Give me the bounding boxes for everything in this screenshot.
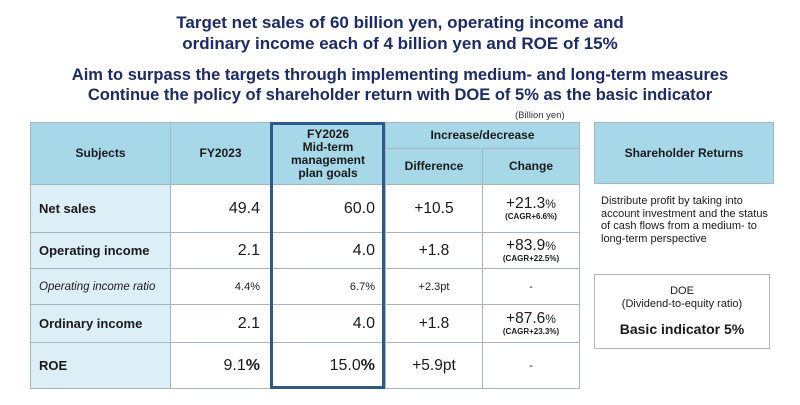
change-pct: % — [545, 311, 556, 326]
header-fy2026: FY2026 Mid-term management plan goals — [270, 122, 386, 185]
cell-difference: +5.9pt — [385, 342, 483, 389]
financial-targets-table: Subjects FY2023 FY2026 Mid-term manageme… — [30, 122, 580, 389]
change-cagr: (CAGR+6.6%) — [505, 211, 557, 221]
doe-title: DOE — [670, 285, 694, 297]
change-value: +83.9 — [506, 236, 546, 254]
cell-difference: +1.8 — [385, 304, 483, 343]
table-row: Operating income 2.1 4.0 +1.8 +83.9% (CA… — [30, 232, 580, 269]
row-subject: Operating income ratio — [30, 268, 171, 305]
cell-fy2026: 6.7% — [270, 268, 386, 305]
roe-fy2026-pct: % — [360, 356, 375, 374]
cell-change: +83.9% (CAGR+22.5%) — [482, 232, 580, 269]
row-subject: Operating income — [30, 232, 171, 269]
table-row: Operating income ratio 4.4% 6.7% +2.3pt … — [30, 268, 580, 305]
cell-fy2026: 4.0 — [270, 304, 386, 343]
header-change: Change — [482, 148, 580, 185]
header-increase-decrease: Increase/decrease — [385, 122, 580, 149]
headline-policy: Aim to surpass the targets through imple… — [0, 65, 800, 105]
headline-line-1: Target net sales of 60 billion yen, oper… — [176, 13, 624, 32]
doe-subtitle: (Dividend-to-equity ratio) — [621, 298, 743, 310]
change-cagr: (CAGR+22.5%) — [502, 253, 560, 263]
cell-change: +21.3% (CAGR+6.6%) — [482, 184, 580, 233]
cell-difference: +10.5 — [385, 184, 483, 233]
cell-change: - — [482, 268, 580, 305]
change-value: +87.6 — [506, 309, 546, 327]
header-fy2023: FY2023 — [170, 122, 271, 185]
headline-targets: Target net sales of 60 billion yen, oper… — [0, 12, 800, 54]
headline-line-4: Continue the policy of shareholder retur… — [87, 86, 713, 104]
shareholder-returns-text: Distribute profit by taking into account… — [601, 195, 768, 245]
change-pct: % — [545, 196, 556, 211]
doe-box: DOE (Dividend-to-equity ratio) Basic ind… — [594, 274, 770, 349]
change-value: +21.3 — [506, 194, 546, 212]
doe-basic-indicator: Basic indicator 5% — [619, 321, 745, 337]
table-row: Net sales 49.4 60.0 +10.5 +21.3% (CAGR+6… — [30, 184, 580, 233]
cell-fy2026: 15.0% — [270, 342, 386, 389]
change-pct: % — [545, 238, 556, 253]
table-row: Ordinary income 2.1 4.0 +1.8 +87.6% (CAG… — [30, 304, 580, 343]
header-fy2026-line-4: plan goals — [298, 165, 358, 180]
cell-fy2023: 2.1 — [170, 304, 271, 343]
roe-fy2026-value: 15.0 — [329, 356, 361, 374]
row-subject: Ordinary income — [30, 304, 171, 343]
cell-fy2023: 49.4 — [170, 184, 271, 233]
cell-fy2026: 4.0 — [270, 232, 386, 269]
headline-line-2: ordinary income each of 4 billion yen an… — [182, 34, 618, 53]
cell-difference: +1.8 — [385, 232, 483, 269]
header-fy2026-line-3: management — [290, 152, 366, 167]
unit-label: (Billion yen) — [515, 110, 565, 121]
cell-fy2026: 60.0 — [270, 184, 386, 233]
cell-fy2023: 9.1% — [170, 342, 271, 389]
row-subject: ROE — [30, 342, 171, 389]
roe-fy2023-pct: % — [245, 356, 260, 374]
cell-change: +87.6% (CAGR+23.3%) — [482, 304, 580, 343]
cell-difference: +2.3pt — [385, 268, 483, 305]
cell-fy2023: 4.4% — [170, 268, 271, 305]
header-difference: Difference — [385, 148, 483, 185]
cell-change: - — [482, 342, 580, 389]
header-fy2026-line-2: Mid-term — [302, 139, 354, 154]
headline-line-3: Aim to surpass the targets through imple… — [71, 66, 729, 84]
header-fy2026-line-1: FY2026 — [306, 126, 350, 141]
table-row: ROE 9.1% 15.0% +5.9pt - — [30, 342, 580, 389]
header-subjects: Subjects — [30, 122, 171, 185]
shareholder-returns-header: Shareholder Returns — [594, 122, 774, 184]
cell-fy2023: 2.1 — [170, 232, 271, 269]
change-cagr: (CAGR+23.3%) — [502, 326, 560, 336]
row-subject: Net sales — [30, 184, 171, 233]
roe-fy2023-value: 9.1 — [223, 356, 246, 374]
